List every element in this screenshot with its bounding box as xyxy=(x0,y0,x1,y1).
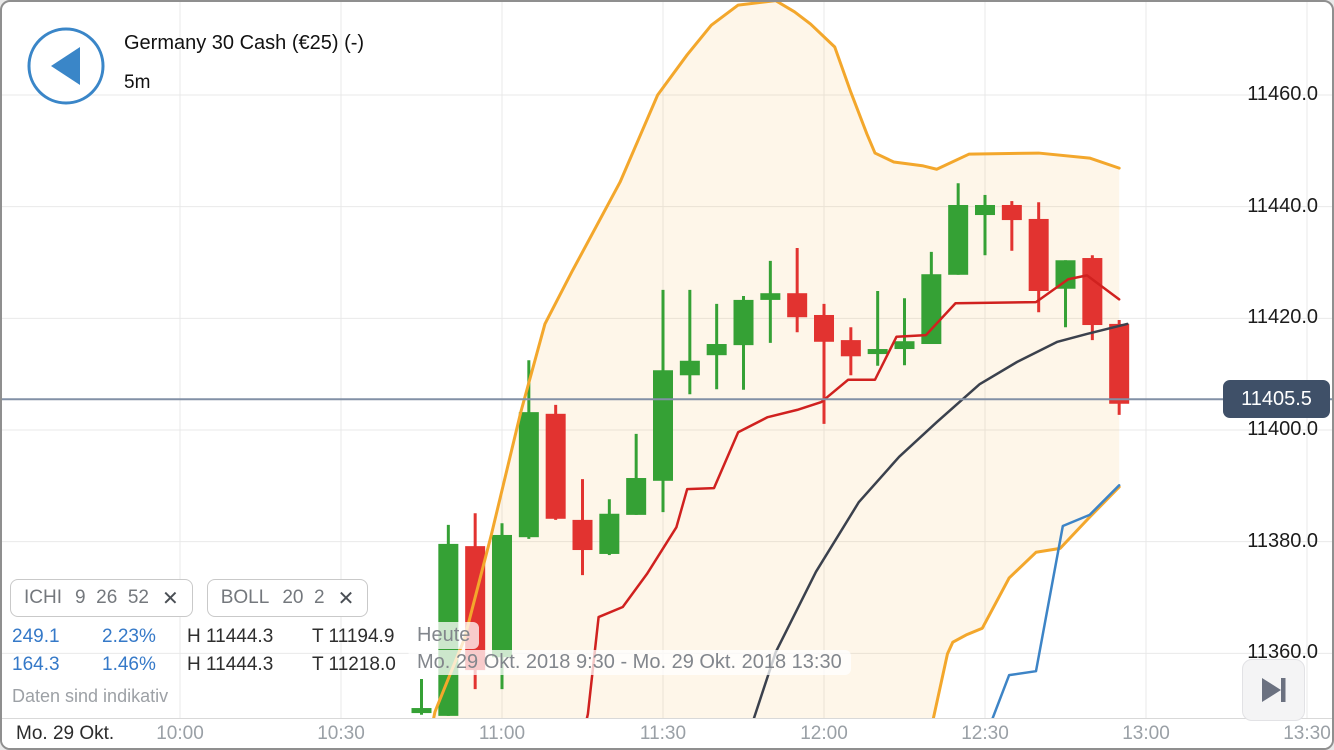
candle-body xyxy=(760,293,781,300)
time-tick-label: 12:00 xyxy=(800,723,848,744)
change-percent: 2.23% xyxy=(102,626,156,647)
candle-body xyxy=(1055,260,1076,289)
session-high: H 11444.3 xyxy=(187,654,274,675)
candle-body xyxy=(814,314,835,342)
change-points: 249.1 xyxy=(12,626,60,647)
instrument-title: Germany 30 Cash (€25) (-) xyxy=(124,32,365,54)
candle-body xyxy=(840,340,861,357)
cloud-upper-line xyxy=(426,2,1121,748)
candle-body xyxy=(518,412,539,538)
session-high: H 11444.3 xyxy=(187,626,274,647)
candle-body xyxy=(572,519,593,551)
session-stats-row: 249.1 2.23% H 11444.3 T 11194.9 xyxy=(2,626,442,650)
candle[interactable] xyxy=(787,247,808,333)
candle[interactable] xyxy=(599,499,620,556)
candle-body xyxy=(706,344,727,356)
candle[interactable] xyxy=(894,298,915,366)
time-tick-label: 11:00 xyxy=(478,723,526,744)
candle[interactable] xyxy=(733,295,754,390)
session-low: T 11194.9 xyxy=(312,626,395,647)
change-points: 164.3 xyxy=(12,654,60,675)
current-price-badge: 11405.5 xyxy=(1223,380,1330,419)
candle-body xyxy=(599,513,620,554)
candle-body xyxy=(894,341,915,350)
time-tick-label: 12:30 xyxy=(961,723,1009,744)
candle[interactable] xyxy=(948,183,969,275)
blue-indicator-line xyxy=(979,484,1121,748)
indicator-name: ICHI xyxy=(24,587,62,608)
session-stats-row: 164.3 1.46% H 11444.3 T 11218.0 xyxy=(2,654,442,678)
candle[interactable] xyxy=(867,290,888,366)
candle[interactable] xyxy=(706,303,727,390)
candle-body xyxy=(1001,204,1022,221)
time-tick-label: 13:30 xyxy=(1283,723,1331,744)
change-percent: 1.46% xyxy=(102,654,156,675)
cloud-lower-line xyxy=(925,485,1121,748)
candle-body xyxy=(1028,218,1049,291)
indicator-name: BOLL xyxy=(220,587,270,608)
candle-body xyxy=(679,360,700,376)
time-tick-label: 13:00 xyxy=(1122,723,1170,744)
candle[interactable] xyxy=(653,289,674,513)
indicator-chip-bar: ICHI 9 26 52 ✕ BOLL 20 2 ✕ xyxy=(10,579,369,617)
time-tick-label: 11:30 xyxy=(639,723,687,744)
remove-indicator-icon[interactable]: ✕ xyxy=(161,587,179,610)
candle-body xyxy=(975,204,996,216)
indicator-params: 9 26 52 xyxy=(75,587,149,608)
date-range-label: Mo. 29 Okt. 2018 9:30 - Mo. 29 Okt. 2018… xyxy=(408,650,851,675)
candle[interactable] xyxy=(1109,320,1130,415)
candle-body xyxy=(787,293,808,318)
time-tick-label: 10:30 xyxy=(317,723,365,744)
candle-body xyxy=(921,274,942,345)
candle[interactable] xyxy=(626,433,647,515)
indicator-chip-ichi[interactable]: ICHI 9 26 52 ✕ xyxy=(10,579,193,617)
skip-forward-icon xyxy=(1261,678,1285,702)
candle[interactable] xyxy=(679,289,700,395)
time-axis: Mo. 29 Okt. 10:00 10:30 11:00 11:30 12:00 12:… xyxy=(2,718,1332,748)
candle-body xyxy=(733,299,754,346)
skip-to-latest-button[interactable] xyxy=(1242,659,1305,721)
candle[interactable] xyxy=(1055,260,1076,328)
candle[interactable] xyxy=(411,679,432,715)
candle[interactable] xyxy=(1028,202,1049,313)
candle-body xyxy=(948,204,969,275)
candle-body xyxy=(1082,258,1103,326)
time-tick-label: 10:00 xyxy=(156,723,204,744)
candle[interactable] xyxy=(840,327,861,376)
ichimoku-cloud xyxy=(427,2,1120,748)
data-disclaimer: Daten sind indikativ xyxy=(12,686,169,706)
candle[interactable] xyxy=(975,194,996,256)
candle[interactable] xyxy=(1001,201,1022,251)
candle[interactable] xyxy=(518,360,539,539)
candle-body xyxy=(1109,323,1130,404)
candle-body xyxy=(653,370,674,481)
red-indicator-line xyxy=(581,274,1121,739)
candle-body xyxy=(545,413,566,519)
indicator-params: 20 2 xyxy=(282,587,325,608)
today-label: Heute xyxy=(408,622,480,649)
back-button[interactable] xyxy=(26,26,106,106)
remove-indicator-icon[interactable]: ✕ xyxy=(337,587,355,610)
back-arrow-icon xyxy=(27,27,105,105)
candle[interactable] xyxy=(438,524,459,716)
candle-body xyxy=(867,349,888,355)
candle[interactable] xyxy=(572,479,593,576)
candle-body xyxy=(411,708,432,714)
candle-body xyxy=(626,478,647,515)
dark-indicator-line xyxy=(742,322,1129,748)
indicator-chip-boll[interactable]: BOLL 20 2 ✕ xyxy=(206,579,369,617)
candle[interactable] xyxy=(814,303,835,424)
candle[interactable] xyxy=(760,260,781,343)
session-low: T 11218.0 xyxy=(312,654,396,675)
timeframe-label[interactable]: 5m xyxy=(124,72,151,93)
date-axis-label: Mo. 29 Okt. xyxy=(6,721,125,747)
candle-body xyxy=(492,534,513,658)
candle[interactable] xyxy=(545,404,566,520)
